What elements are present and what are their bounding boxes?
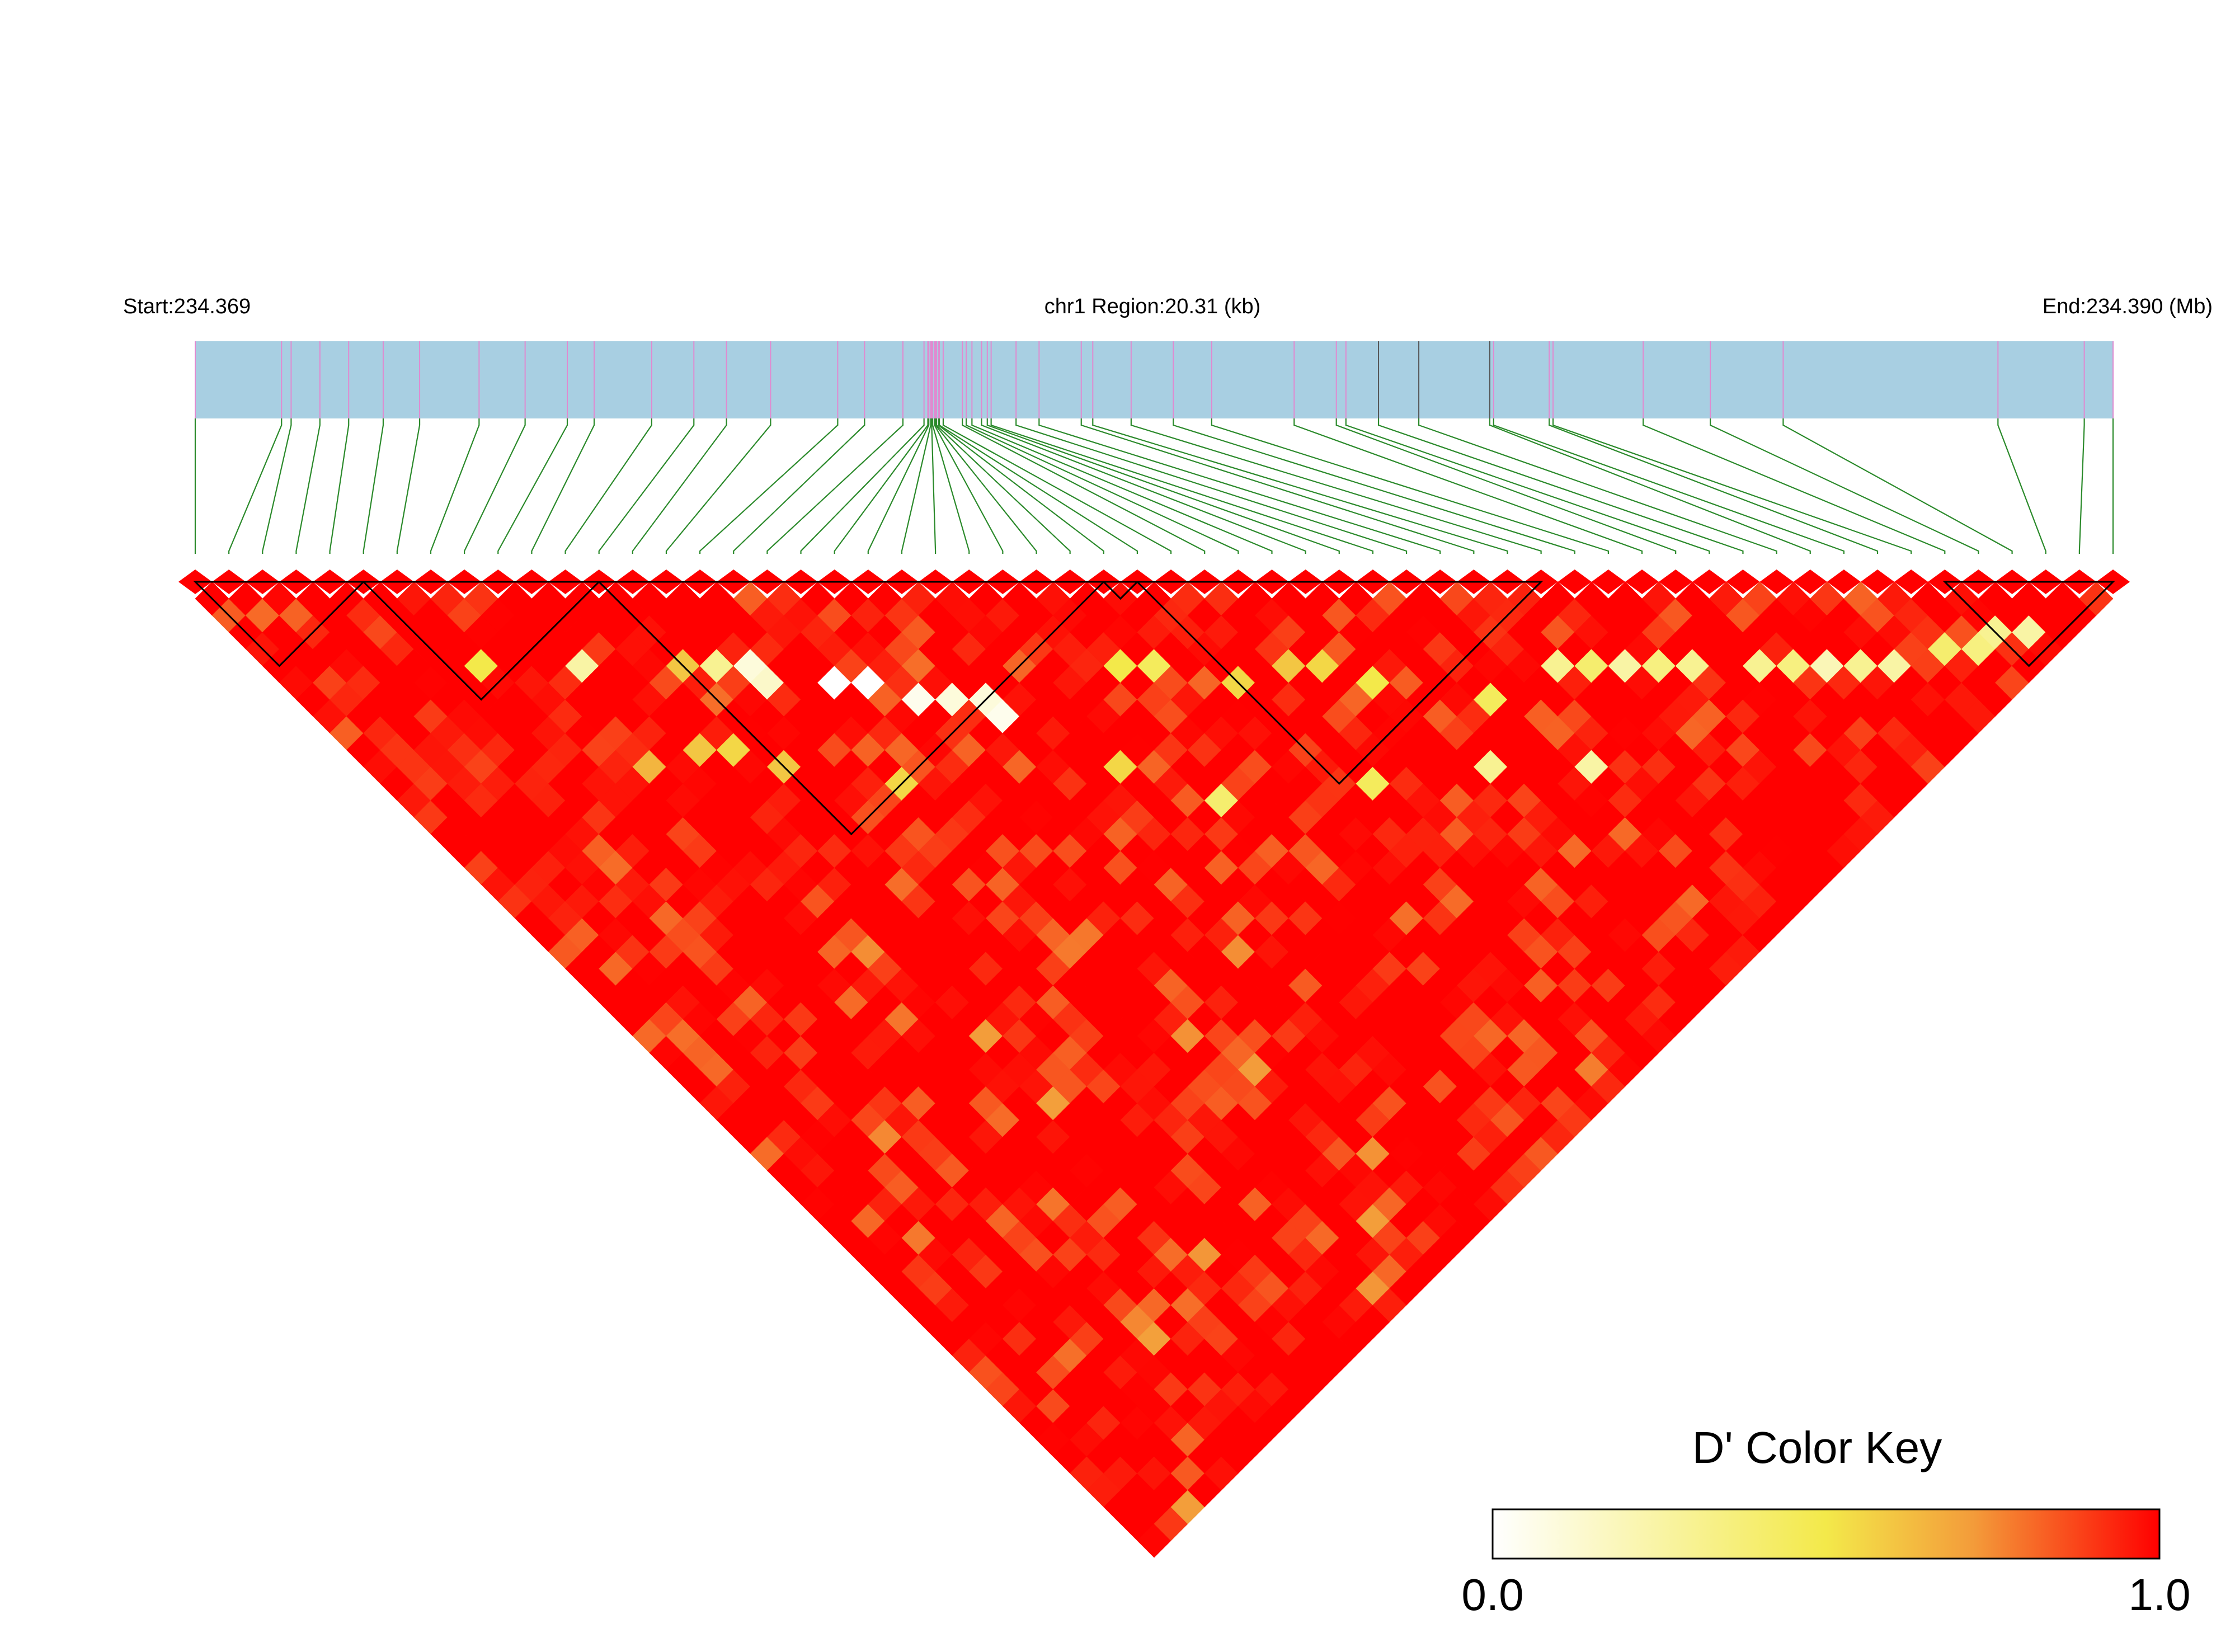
snp-marker [1860,570,1895,594]
snp-connector-line [1710,418,1979,554]
snp-connector-line [598,418,695,554]
snp-connector-line [1643,418,1946,554]
region-track [195,341,2113,418]
snp-marker [1625,570,1659,594]
snp-connector-line [971,418,1273,554]
snp-connector-line [295,418,321,554]
color-key-min-label: 0.0 [1461,1570,1523,1620]
snp-connector-line [2078,418,2085,554]
snp-connector-line [531,418,595,554]
snp-connector-line [497,418,568,554]
color-key: D' Color Key 0.0 1.0 [1461,1423,2190,1620]
snp-connector-line [935,418,1037,554]
snp-connector-line [766,418,904,554]
snp-connector-line [1552,418,1912,554]
snp-connector-line [1293,418,1643,554]
snp-marker [1793,570,1827,594]
color-key-max-label: 1.0 [2128,1570,2190,1620]
snp-connector-line [1173,418,1575,554]
snp-connector-line [632,418,727,554]
snp-connector-line [262,418,292,554]
snp-connector-line [800,418,925,554]
snp-track-ticks [195,341,2114,418]
snp-marker [1726,570,1760,594]
haplotype-block-outline [361,581,601,701]
snp-connector-line [965,418,1239,554]
snp-connector-line [1130,418,1542,554]
haplotype-blocks [193,581,2115,836]
snp-connector-line [990,418,1374,554]
snp-connector-line [1345,418,1710,554]
region-label: chr1 Region:20.31 (kb) [1044,295,1261,318]
snp-connector-line [935,418,1071,554]
snp-connector-line [699,418,839,554]
snp-connector-line [1038,418,1441,554]
snp-connector-line [665,418,771,554]
snp-connector-line [430,418,480,554]
color-key-bar [1491,1508,2161,1560]
snp-connector-line [396,418,421,554]
snp-connector-line [1015,418,1408,554]
snp-marker [1659,570,1693,594]
snp-marker [1591,570,1625,594]
snp-connector-line [1335,418,1677,554]
end-label: End:234.390 (Mb) [2043,295,2213,318]
snp-connector-line [1080,418,1475,554]
snp-connector-line [363,418,384,554]
snp-connector-line [1377,418,1744,554]
snp-connector-line [1092,418,1508,554]
snp-connector-line [1549,418,1879,554]
snp-connector-line [901,418,931,554]
snp-connector-line [1997,418,2046,554]
start-label: Start:234.369 [123,295,251,318]
color-key-title: D' Color Key [1692,1423,1942,1472]
ld-heatmap [195,581,2114,1558]
haplotype-block-outline [1942,581,2115,667]
haplotype-block-outline [193,581,366,667]
snp-connector-line [867,418,930,554]
snp-connector-line [942,418,1172,554]
snp-connector-line [931,418,970,554]
snp-marker [1894,570,1928,594]
snp-connector-line [986,418,1340,554]
snp-connector-line [1418,418,1777,554]
snp-connector-line [834,418,929,554]
snp-connector-line [329,418,350,554]
snp-connector-line [733,418,865,554]
snp-connector-line [564,418,652,554]
snp-connector-line [228,418,283,554]
snp-marker [1827,570,1861,594]
snp-marker [1692,570,1726,594]
snp-connector-line [1489,418,1811,554]
snp-connector-line [1782,418,2013,554]
snp-connectors [194,418,2114,554]
snp-connector-line [464,418,526,554]
snp-connector-line [962,418,1206,554]
snp-connector-line [931,418,937,554]
snp-connector-line [938,418,1138,554]
snp-connector-line [981,418,1306,554]
snp-connector-line [1493,418,1845,554]
snp-connector-line [1211,418,1609,554]
haplotype-block-outline [1135,581,1544,785]
snp-marker [1558,570,1592,594]
snp-connector-line [934,418,1004,554]
snp-marker [1759,570,1794,594]
snp-connector-line [938,418,1104,554]
haplotype-block-outline [597,581,1106,836]
haplotype-block-outline [1102,581,1140,600]
